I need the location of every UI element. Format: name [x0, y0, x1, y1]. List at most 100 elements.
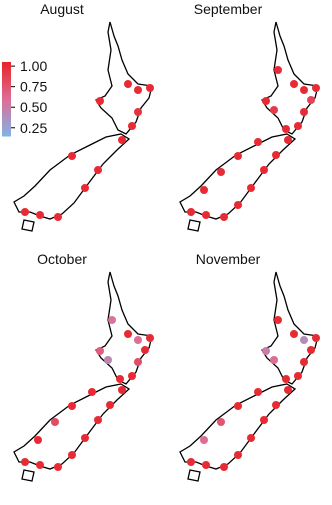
- colorbar-segment: [2, 113, 11, 117]
- colorbar-segment: [2, 80, 11, 83]
- colorbar-label: 1.00: [20, 58, 47, 74]
- site-dot: [36, 461, 44, 469]
- colorbar-segment: [2, 78, 11, 81]
- colorbar-segment: [2, 115, 11, 118]
- site-dot: [234, 152, 242, 160]
- colorbar-segment: [2, 86, 11, 89]
- site-dot: [260, 166, 268, 174]
- site-dot: [124, 80, 132, 88]
- site-dot: [282, 125, 290, 133]
- site-dot: [220, 463, 228, 471]
- colorbar-segment: [2, 126, 11, 130]
- map-panel: October: [13, 251, 154, 482]
- site-dot: [94, 166, 102, 174]
- colorbar-segment: [2, 87, 11, 91]
- site-dot: [88, 388, 96, 396]
- site-dot: [94, 416, 102, 424]
- site-dot: [217, 418, 225, 426]
- site-dot: [300, 358, 308, 366]
- colorbar-segment: [2, 99, 11, 102]
- panel-title: November: [196, 251, 261, 267]
- colorbar-segment: [2, 67, 11, 70]
- site-dot: [300, 108, 308, 116]
- site-dot: [282, 375, 290, 383]
- panel-title: August: [40, 1, 84, 17]
- colorbar-segment: [2, 84, 11, 87]
- coastline: [21, 469, 35, 482]
- site-dot: [134, 358, 142, 366]
- colorbar-segment: [2, 130, 11, 133]
- site-dot: [54, 463, 62, 471]
- site-dot: [247, 184, 255, 192]
- colorbar-segment: [2, 111, 11, 115]
- colorbar-segment: [2, 62, 11, 65]
- colorbar-segment: [2, 104, 11, 107]
- colorbar-segment: [2, 73, 11, 76]
- colorbar-segment: [2, 121, 11, 124]
- site-dot: [294, 122, 302, 130]
- colorbar-segment: [2, 97, 11, 100]
- site-dot: [284, 386, 292, 394]
- colorbar-segment: [2, 106, 11, 109]
- colorbar-segment: [2, 63, 11, 67]
- colorbar-label: 0.50: [20, 99, 47, 115]
- colorbar-segment: [2, 132, 11, 135]
- panel-title: September: [194, 1, 263, 17]
- coastline: [187, 219, 201, 232]
- site-dot: [270, 356, 278, 364]
- site-dot: [21, 458, 29, 466]
- site-dot: [217, 168, 225, 176]
- site-dot: [104, 356, 112, 364]
- coastline: [13, 133, 131, 220]
- site-dot: [294, 372, 302, 380]
- site-dot: [200, 186, 208, 194]
- map-panel: November: [179, 251, 320, 482]
- site-dot: [51, 418, 59, 426]
- colorbar-segment: [2, 134, 11, 137]
- colorbar-segment: [2, 100, 11, 104]
- site-dot: [254, 388, 262, 396]
- site-dot: [202, 461, 210, 469]
- colorbar: 1.00 0.75 0.50 0.25: [2, 58, 47, 137]
- colorbar-label: 0.25: [20, 120, 47, 136]
- colorbar-segment: [2, 65, 11, 69]
- site-dot: [134, 336, 142, 344]
- site-dot: [234, 402, 242, 410]
- site-dot: [118, 136, 126, 144]
- site-dot: [128, 122, 136, 130]
- site-dot: [312, 84, 320, 92]
- site-dot: [312, 334, 320, 342]
- site-dot: [108, 316, 116, 324]
- colorbar-segment: [2, 89, 11, 93]
- site-dot: [220, 213, 228, 221]
- colorbar-segment: [2, 102, 11, 106]
- coastline: [261, 21, 319, 135]
- site-dot: [200, 436, 208, 444]
- site-dot: [134, 86, 142, 94]
- site-dot: [21, 208, 29, 216]
- colorbar-segment: [2, 76, 11, 80]
- site-dot: [202, 211, 210, 219]
- site-dot: [274, 66, 282, 74]
- site-dot: [284, 136, 292, 144]
- site-dot: [96, 97, 104, 105]
- colorbar-segment: [2, 119, 11, 122]
- site-dot: [290, 330, 298, 338]
- site-dot: [146, 334, 154, 342]
- colorbar-segment: [2, 93, 11, 96]
- site-dot: [270, 106, 278, 114]
- site-dot: [68, 152, 76, 160]
- colorbar-segment: [2, 124, 11, 128]
- site-dot: [187, 458, 195, 466]
- site-dot: [34, 436, 42, 444]
- colorbar-label: 0.75: [20, 79, 47, 95]
- site-dot: [81, 434, 89, 442]
- colorbar-segment: [2, 117, 11, 120]
- site-dot: [300, 336, 308, 344]
- site-dot: [262, 347, 270, 355]
- site-dot: [81, 184, 89, 192]
- coastline: [21, 219, 35, 232]
- colorbar-segment: [2, 128, 11, 131]
- site-dot: [68, 402, 76, 410]
